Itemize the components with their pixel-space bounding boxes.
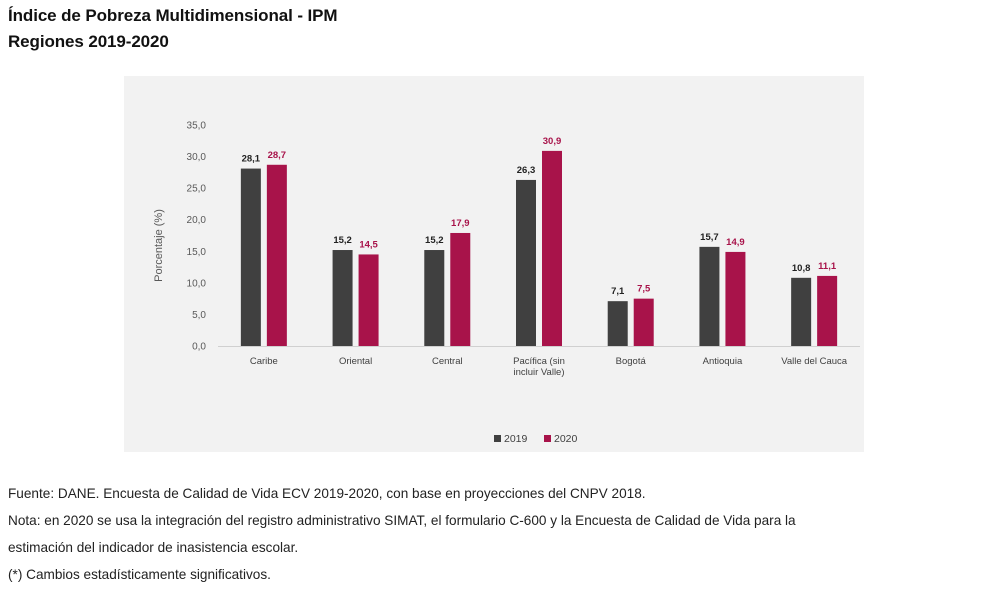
x-tick-label: Caribe: [250, 356, 278, 367]
y-tick-label: 5,0: [192, 310, 206, 321]
methodology-note-continued: estimación del indicador de inasistencia…: [8, 540, 299, 555]
bar-chart: 0,0 5,0 10,0 15,0 20,0 25,0 30,0 35,0 Porcentaje…: [153, 121, 860, 445]
legend-swatch-2019: [494, 435, 501, 442]
x-tick-label: Pacífica (sin: [513, 356, 565, 367]
data-label-2019: 15,2: [333, 235, 352, 246]
y-tick-label: 20,0: [187, 215, 207, 226]
x-tick-label: incluir Valle): [513, 367, 564, 378]
y-tick-label: 35,0: [187, 121, 207, 132]
data-label-2020: 14,5: [359, 239, 378, 250]
bar-2020-6: [817, 275, 838, 346]
data-label-2020: 28,7: [268, 150, 287, 161]
legend-swatch-2020: [544, 435, 551, 442]
data-label-2020: 30,9: [543, 136, 562, 147]
bar-2019-3: [516, 179, 536, 346]
data-label-2020: 14,9: [726, 237, 745, 248]
methodology-note: Nota: en 2020 se usa la integración del …: [8, 513, 796, 528]
x-tick-label: Central: [432, 356, 463, 367]
y-axis-title: Porcentaje (%): [153, 209, 165, 282]
bar-2020-5: [725, 251, 746, 346]
data-label-2019: 7,1: [611, 286, 625, 297]
bar-2019-2: [424, 250, 445, 346]
y-tick-label: 30,0: [187, 152, 207, 163]
data-label-2020: 11,1: [818, 261, 837, 272]
data-label-2020: 17,9: [451, 218, 470, 229]
data-label-2019: 28,1: [242, 154, 261, 165]
y-tick-label: 10,0: [187, 278, 207, 289]
source-note: Fuente: DANE. Encuesta de Calidad de Vid…: [8, 486, 646, 501]
legend-label-2020: 2020: [554, 433, 578, 445]
x-tick-label: Valle del Cauca: [781, 356, 848, 367]
significance-note: (*) Cambios estadísticamente significati…: [8, 567, 271, 582]
bar-2020-0: [266, 164, 287, 346]
y-tick-label: 25,0: [187, 184, 207, 195]
bar-2019-1: [332, 250, 353, 346]
bar-2019-0: [240, 168, 261, 346]
bar-2020-3: [542, 150, 562, 346]
bar-2020-2: [450, 232, 471, 346]
y-tick-label: 15,0: [187, 247, 207, 258]
bar-2020-1: [358, 254, 379, 346]
bar-2019-6: [791, 277, 812, 346]
bar-2020-4: [633, 298, 654, 346]
x-tick-label: Antioquia: [703, 356, 743, 367]
bar-2019-5: [699, 246, 720, 346]
data-label-2019: 15,7: [700, 232, 719, 243]
data-label-2020: 7,5: [637, 284, 651, 295]
data-label-2019: 10,8: [792, 263, 811, 274]
x-tick-label: Bogotá: [616, 356, 647, 367]
data-label-2019: 15,2: [425, 235, 444, 246]
data-label-2019: 26,3: [517, 165, 536, 176]
bar-2019-4: [607, 301, 628, 346]
chart-title-line2: Regiones 2019-2020: [8, 32, 169, 51]
chart-title-line1: Índice de Pobreza Multidimensional - IPM: [8, 6, 338, 25]
legend-label-2019: 2019: [504, 433, 528, 445]
x-tick-label: Oriental: [339, 356, 372, 367]
y-tick-label: 0,0: [192, 342, 206, 353]
